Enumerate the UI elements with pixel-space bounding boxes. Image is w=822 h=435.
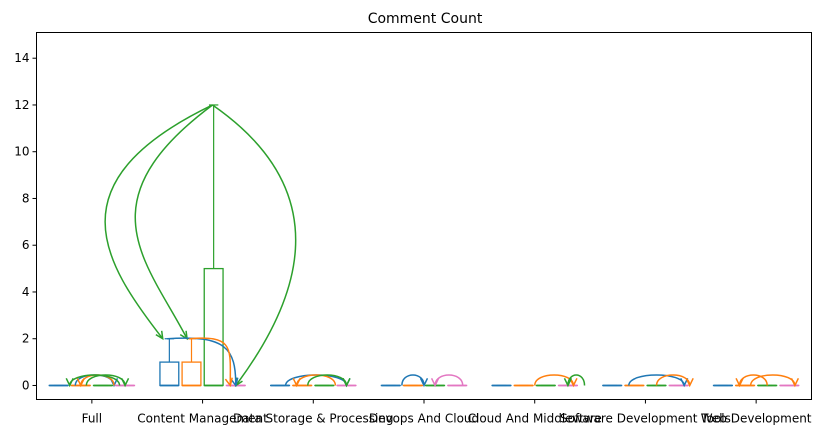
arrow-head — [224, 377, 233, 388]
annotation-arrow-11 — [307, 374, 351, 388]
arrow-head — [230, 377, 239, 388]
plot-area — [48, 104, 800, 388]
annotation-arrow-17 — [655, 374, 694, 388]
arrow-head — [419, 377, 429, 388]
arrow-head — [685, 377, 694, 388]
y-axis: 0 2 4 6 8 10 12 14 — [14, 51, 37, 392]
annotation-arrow-14 — [533, 374, 578, 388]
y-tick-label-12: 12 — [14, 98, 29, 112]
annotation-arrow-19 — [749, 374, 800, 388]
annotation-arrow-1 — [134, 104, 213, 341]
box-1-2 — [203, 104, 224, 387]
annotation-arrow-16 — [628, 374, 689, 388]
x-tick-label-4: Cloud And Middleware — [468, 412, 602, 426]
annotation-arrow-3 — [167, 337, 239, 388]
arrow-head — [65, 377, 74, 388]
arrow-head — [790, 377, 800, 388]
y-tick-label-2: 2 — [22, 332, 30, 346]
arrow-head — [342, 377, 351, 388]
arrow-path — [104, 104, 213, 340]
box-body — [181, 361, 202, 387]
arrow-path — [167, 337, 237, 386]
x-tick-label-2: Data Storage & Processing — [233, 412, 393, 426]
chart-title: Comment Count — [368, 11, 483, 27]
arrow-head — [430, 377, 440, 388]
arrow-path — [134, 104, 213, 340]
annotation-arrow-4 — [189, 337, 233, 388]
arrow-head — [680, 377, 689, 388]
arrow-path — [401, 374, 425, 386]
x-tick-label-5: Software Development Tools — [560, 412, 731, 426]
box-1-1 — [181, 338, 202, 387]
annotation-arrow-7 — [65, 374, 121, 388]
x-tick-label-3: Devops And Cloud — [369, 412, 479, 426]
annotation-arrow-15 — [563, 374, 586, 388]
arrow-path — [212, 104, 297, 386]
arrow-path — [189, 337, 232, 386]
arrow-head — [76, 377, 85, 388]
arrow-head — [120, 377, 130, 388]
arrow-head — [155, 330, 164, 341]
arrow-head — [569, 377, 578, 388]
annotation-arrow-13 — [430, 374, 464, 388]
arrow-head — [292, 377, 301, 388]
x-tick-label-1: Content Management — [137, 412, 268, 426]
y-tick-label-4: 4 — [22, 285, 30, 299]
y-tick-label-10: 10 — [14, 145, 29, 159]
axes-frame — [36, 32, 812, 400]
y-tick-label-0: 0 — [22, 378, 30, 392]
arrow-head — [563, 377, 573, 388]
x-tick-label-0: Full — [82, 412, 103, 426]
arrow-path — [749, 374, 796, 386]
arrow-path — [434, 374, 464, 386]
annotation-arrow-12 — [401, 374, 429, 388]
x-tick-label-6: Web Development — [701, 412, 812, 426]
annotation-arrow-0 — [104, 104, 213, 341]
box-body — [203, 267, 224, 387]
annotation-arrow-18 — [735, 374, 768, 388]
y-tick-label-8: 8 — [22, 191, 30, 205]
arrow-head — [735, 377, 744, 388]
box-1-0 — [159, 338, 180, 387]
arrow-path — [567, 374, 586, 386]
box-body — [159, 361, 180, 387]
y-tick-label-6: 6 — [22, 238, 30, 252]
annotation-arrow-10 — [292, 374, 337, 388]
annotation-arrow-8 — [85, 374, 130, 388]
y-tick-label-14: 14 — [14, 51, 29, 65]
